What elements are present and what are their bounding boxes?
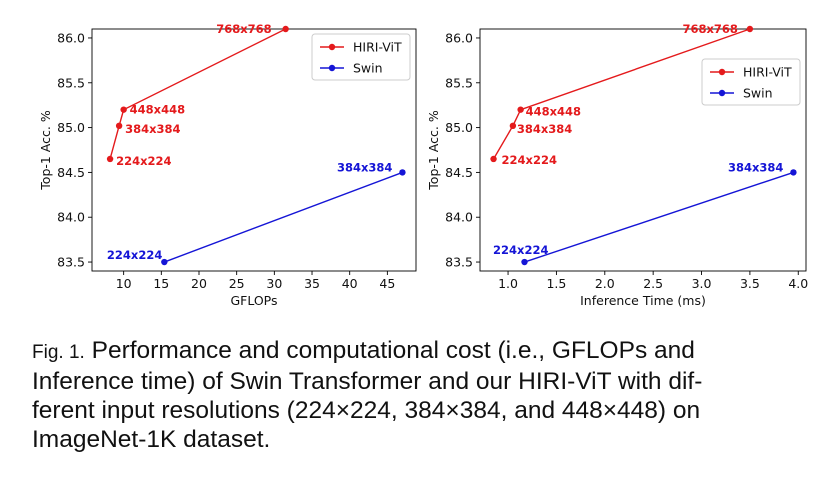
legend-swatch-marker	[328, 64, 336, 72]
y-axis-label: Top-1 Acc. %	[38, 110, 53, 191]
x-tick-label: 1.5	[546, 276, 566, 291]
series-line-hiri-vit	[109, 28, 286, 160]
legend-swatch-marker	[718, 89, 726, 97]
data-label: 384x384	[728, 160, 783, 174]
data-point	[790, 169, 797, 176]
data-point	[161, 258, 168, 266]
y-tick-label: 84.5	[445, 165, 473, 180]
data-label: 384x384	[517, 122, 572, 136]
legend-entry: Swin	[353, 61, 383, 76]
y-tick-label: 84.0	[445, 210, 473, 225]
y-tick-label: 86.0	[445, 30, 473, 45]
x-tick-label: 20	[191, 276, 207, 291]
data-point	[115, 122, 123, 129]
x-tick-label: 25	[229, 276, 245, 291]
data-label: 224x224	[493, 243, 548, 257]
x-tick-label: 15	[153, 276, 169, 291]
figure-caption: Fig. 1. Performance and computational co…	[32, 336, 792, 454]
data-label: 224x224	[502, 153, 557, 167]
x-tick-label: 3.0	[692, 276, 712, 291]
series-line-swin	[164, 171, 403, 263]
caption-line-2: Inference time) of Swin Transformer and …	[32, 368, 703, 395]
caption-line-1: Fig. 1. Performance and computational co…	[32, 336, 792, 367]
chart-panel-1: 10 15 20 25 30 35 40 45 83.5 84.0 84.5 85.0 85.5 86.0…	[38, 22, 417, 308]
legend-entry: HIRI-ViT	[743, 65, 792, 80]
y-tick-label: 83.5	[57, 255, 85, 270]
y-tick-label: 85.5	[57, 75, 85, 90]
y-tick-label: 85.5	[445, 75, 473, 90]
data-label: 448x448	[526, 105, 581, 119]
caption-line-3: ferent input resolutions (224×224, 384×3…	[32, 397, 701, 424]
chart-panel-2: 1.0 1.5 2.0 2.5 3.0 3.5 4.0 83.5 84.0 84.5 85.0 85.…	[426, 22, 808, 308]
data-label: 768x768	[216, 22, 271, 36]
data-point	[509, 122, 517, 129]
caption-line-4: ImageNet-1K dataset.	[32, 426, 271, 453]
x-tick-label: 40	[342, 276, 358, 291]
legend-swatch-marker	[328, 43, 336, 51]
x-tick-label: 2.5	[643, 276, 663, 291]
x-axis-label: Inference Time (ms)	[580, 293, 706, 308]
data-point	[517, 106, 524, 113]
data-label: 384x384	[125, 122, 180, 136]
x-tick-label: 30	[266, 276, 282, 291]
data-label: 768x768	[682, 22, 737, 36]
series-line-hiri-vit	[492, 28, 751, 160]
caption-line-1-text: Performance and computational cost (i.e.…	[91, 337, 695, 364]
data-label: 224x224	[107, 248, 162, 262]
x-tick-label: 10	[116, 276, 132, 291]
x-tick-label: 1.0	[498, 276, 518, 291]
plot-frame	[479, 28, 807, 272]
series-line-swin	[524, 171, 794, 263]
y-tick-label: 85.0	[57, 120, 85, 135]
y-tick-label: 86.0	[57, 30, 85, 45]
data-point	[490, 155, 497, 163]
x-tick-label: 2.0	[595, 276, 615, 291]
data-point	[106, 155, 114, 163]
y-tick-label: 85.0	[445, 120, 473, 135]
legend-swatch-marker	[718, 68, 726, 76]
data-label: 384x384	[337, 160, 392, 174]
x-axis-label: GFLOPs	[230, 293, 277, 308]
y-axis-label: Top-1 Acc. %	[426, 110, 441, 191]
data-point	[521, 258, 528, 266]
plot-frame	[91, 28, 417, 272]
x-tick-label: 45	[379, 276, 395, 291]
y-tick-label: 83.5	[445, 255, 473, 270]
x-tick-label: 3.5	[740, 276, 760, 291]
x-tick-label: 35	[304, 276, 320, 291]
data-label: 224x224	[116, 154, 171, 168]
x-tick-label: 4.0	[788, 276, 808, 291]
figure-charts: 10 15 20 25 30 35 40 45 83.5 84.0 84.5 85.0 85.5 86.0…	[38, 22, 808, 308]
legend-entry: HIRI-ViT	[353, 40, 402, 55]
caption-figure-label: Fig. 1.	[32, 342, 85, 363]
y-tick-label: 84.5	[57, 165, 85, 180]
data-label: 448x448	[130, 103, 185, 117]
data-point	[746, 25, 754, 33]
data-point	[282, 25, 289, 33]
legend-entry: Swin	[743, 86, 773, 101]
data-point	[399, 169, 406, 176]
data-point	[120, 106, 127, 113]
y-tick-label: 84.0	[57, 210, 85, 225]
